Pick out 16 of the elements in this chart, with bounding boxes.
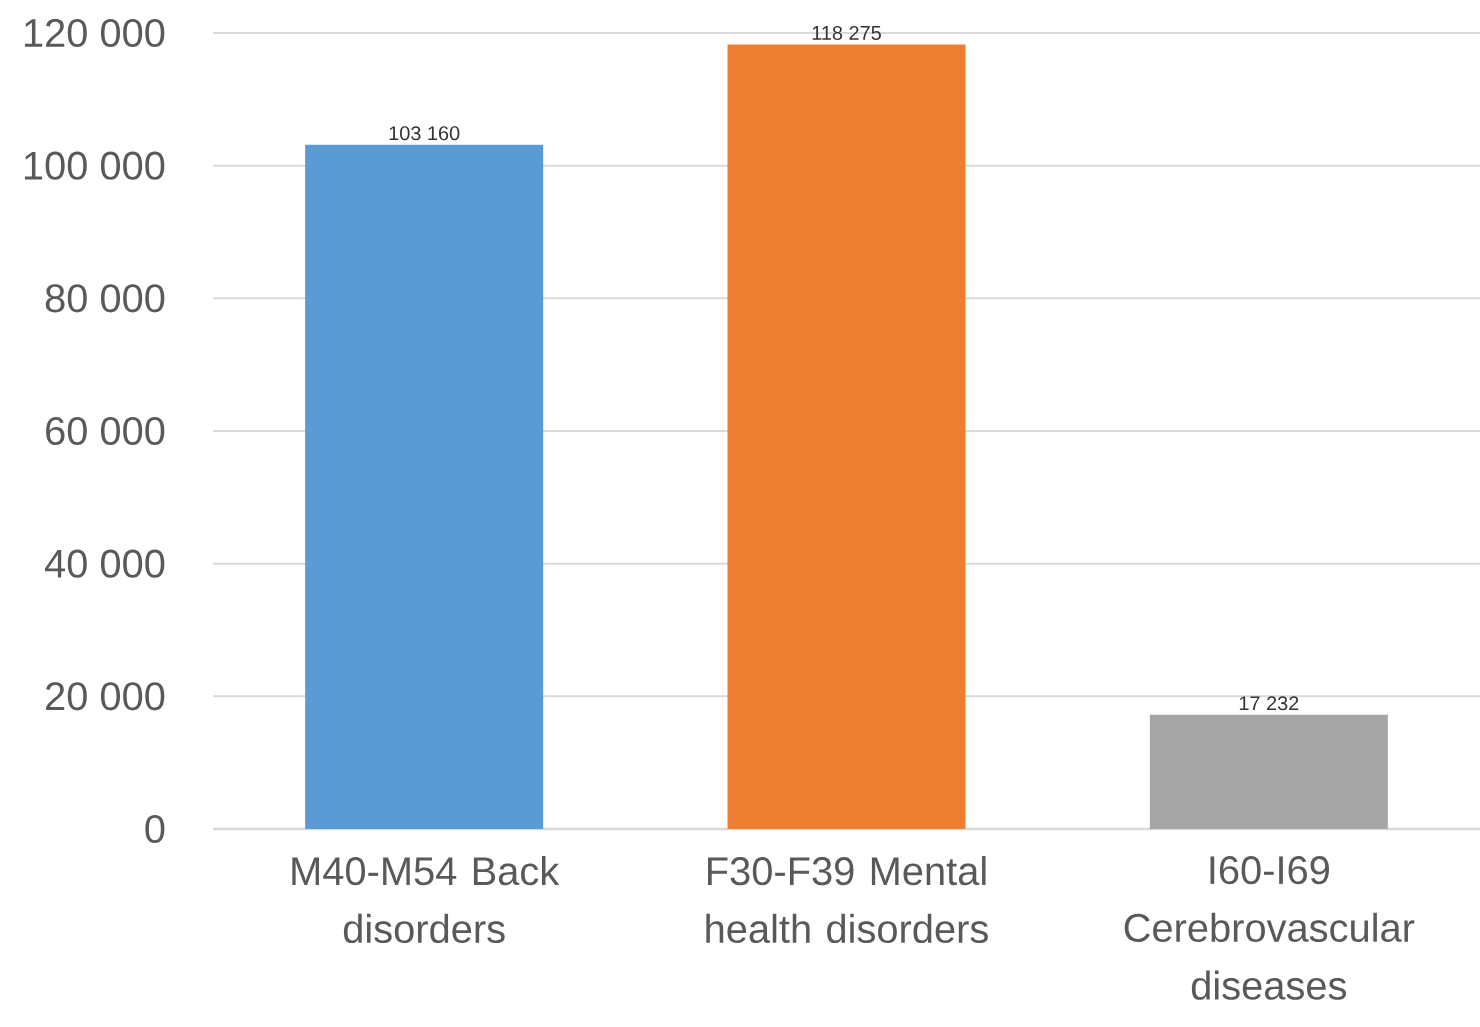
bar (305, 144, 544, 829)
y-tick-label: 0 (145, 814, 165, 844)
y-tick-label: 80 000 (45, 284, 165, 313)
bar (1149, 714, 1388, 829)
y-tick-label: 100 000 (24, 151, 165, 180)
x-tick-label: M40-M54 Back disorders (292, 856, 560, 944)
y-tick-label: 120 000 (24, 18, 165, 48)
data-label: 118 275 (812, 25, 881, 41)
data-label: 103 160 (389, 126, 460, 141)
x-tick-label: F30-F39 Mental health disorders (706, 856, 988, 944)
data-label: 17 232 (1239, 696, 1299, 711)
bar (727, 44, 966, 829)
x-tick-label: I60-I69 Cerebrovascular diseases (1124, 856, 1415, 1000)
y-tick-label: 40 000 (44, 549, 165, 578)
y-tick-label: 60 000 (46, 416, 165, 446)
y-tick-label: 20 000 (46, 682, 165, 711)
